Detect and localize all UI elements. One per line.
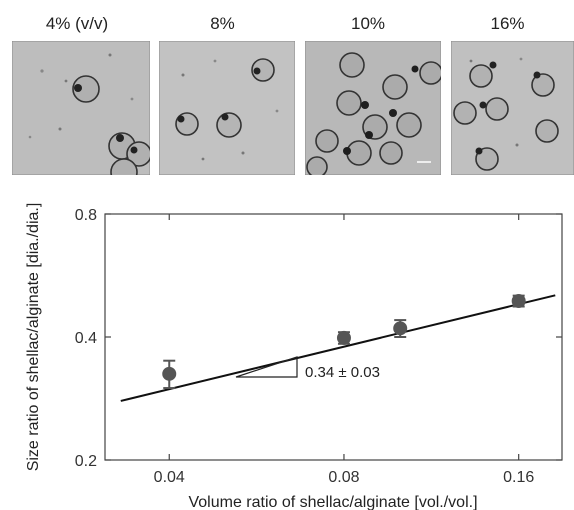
y-tick-label: 0.4 <box>75 330 97 347</box>
data-point <box>162 359 177 390</box>
micrograph-panel-8: 8% <box>150 0 295 180</box>
y-axis-title: Size ratio of shellac/alginate [dia./dia… <box>25 203 42 472</box>
x-tick-label: 0.16 <box>503 469 534 486</box>
point-marker <box>336 330 351 345</box>
slope-annotation: 0.34 ± 0.03 <box>305 364 380 381</box>
x-axis-title: Volume ratio of shellac/alginate [vol./v… <box>188 494 477 510</box>
axis-ticks: 0.04 0.08 0.16 0.2 0.4 0.8 <box>75 207 562 486</box>
y-tick-label: 0.8 <box>75 207 97 224</box>
point-marker <box>393 321 408 336</box>
micrograph-label: 4% (v/v) <box>45 14 109 33</box>
plot-frame <box>104 213 563 461</box>
micrograph-panel-4: 4% (v/v) <box>0 0 154 180</box>
data-point <box>511 293 526 308</box>
slope-triangle <box>235 356 298 378</box>
x-tick-label: 0.08 <box>328 469 359 486</box>
micrograph-image-10 <box>305 41 441 175</box>
y-tick-label: 0.2 <box>75 453 97 470</box>
micrograph-image-16 <box>451 41 574 175</box>
point-marker <box>162 366 177 381</box>
micrograph-image-8 <box>159 41 295 175</box>
micrograph-image-4 <box>12 41 150 175</box>
data-point <box>336 330 351 345</box>
micrograph-panel-16: 16% <box>441 0 574 180</box>
data-points <box>162 293 526 390</box>
data-point <box>393 319 408 338</box>
micrograph-label: 16% <box>490 14 525 33</box>
size-ratio-chart: 0.04 0.08 0.16 0.2 0.4 0.8 0.34 ± 0.03 Volume… <box>25 203 563 510</box>
point-marker <box>511 293 526 308</box>
micrograph-row: 4% (v/v) 8% <box>0 0 574 185</box>
micrograph-label: 10% <box>350 14 386 33</box>
fit-line <box>120 294 556 402</box>
micrograph-label: 8% <box>210 14 235 33</box>
x-tick-label: 0.04 <box>154 469 185 486</box>
micrograph-panel-10: 10% <box>295 0 441 180</box>
